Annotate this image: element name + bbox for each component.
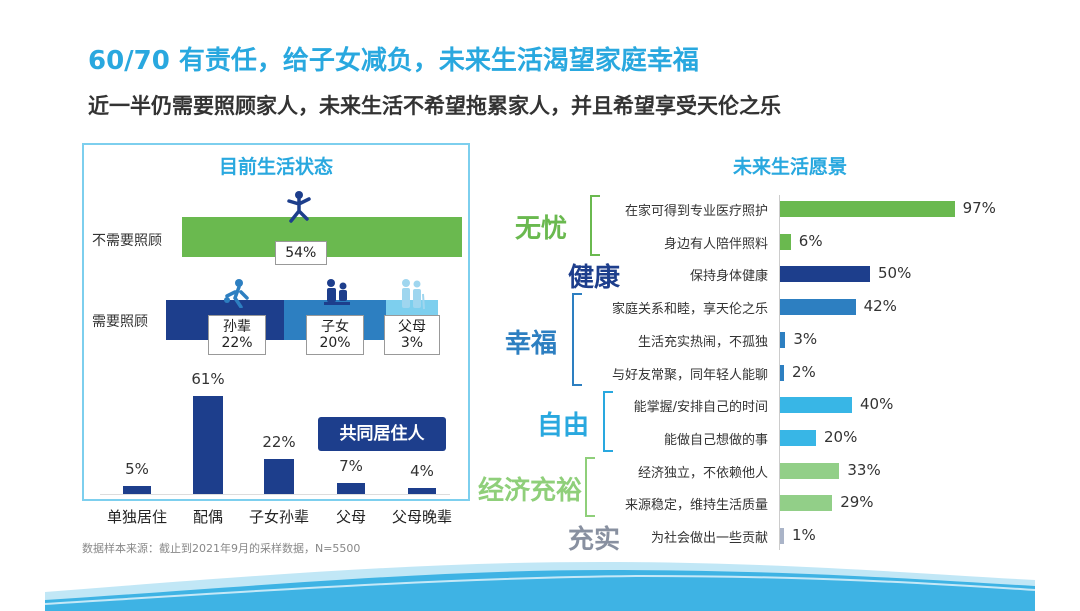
cohabitant-category-label: 单独居住 [106,508,167,526]
status-segment-label: 父母 3% [384,315,440,355]
vision-axis-line [779,195,780,550]
cohabitant-bar [193,396,223,494]
vision-category-label: 与好友常聚，同年轻人能聊 [611,367,768,383]
vision-value-label: 6% [798,231,823,250]
segment-value: 22% [221,335,253,351]
segment-name: 子女 [321,319,349,335]
vision-bar [780,331,786,348]
current-status-heading: 目前生活状态 [218,156,333,178]
vision-group-label: 无忧 [515,214,568,245]
vision-value-label: 97% [962,199,996,217]
vision-bar [780,528,784,544]
vision-value-label: 3% [793,329,818,348]
cohabitant-value-label: 22% [262,432,296,451]
vision-bar [780,266,870,283]
page-title: 60/70 有责任，给子女减负，未来生活渴望家庭幸福 [88,46,699,76]
vision-category-label: 身边有人陪伴照料 [663,236,768,252]
vision-value-label: 29% [840,493,874,512]
vision-value-label: 20% [824,427,858,446]
status-segment-label: 孙辈 22% [208,315,266,355]
data-source-note: 数据样本来源：截止到2021年9月的采样数据，N=5500 [82,542,361,555]
vision-group-bracket [572,293,582,387]
cohabitant-bar [264,458,294,494]
vision-value-label: 2% [792,362,816,381]
vision-bar [780,299,856,316]
cohabitant-category-label: 父母 [335,508,366,526]
vision-category-label: 来源稳定，维持生活质量 [624,498,768,514]
vision-bar [780,397,852,414]
vision-bar [780,364,784,381]
cohabitant-value-label: 61% [191,370,225,388]
grandchild-care-icon [221,278,253,312]
vision-value-label: 1% [792,526,816,544]
cohabitant-bar [123,485,151,494]
segment-name: 孙辈 [223,319,251,335]
vision-category-label: 家庭关系和睦，享天伦之乐 [611,302,768,318]
status-row-label: 需要照顾 [92,314,148,330]
cohabitant-title: 共同居住人 [318,417,446,451]
cohabitant-value-label: 4% [410,461,434,480]
vision-group-bracket [603,391,613,452]
vision-category-label: 保持身体健康 [689,269,768,285]
current-status-panel [82,143,470,501]
vision-group-bracket [590,195,600,256]
vision-group-label: 经济充裕 [478,475,583,506]
vision-value-label: 33% [847,460,881,479]
vision-bar [780,429,816,446]
vision-bar [780,233,791,250]
cohabitant-category-label: 子女孙辈 [248,508,309,526]
segment-value: 20% [319,335,351,351]
vision-category-label: 生活充实热闹，不孤独 [637,334,768,350]
vision-bar [780,462,840,479]
vision-value-label: 50% [878,264,912,283]
cohabitant-value-label: 7% [339,456,363,475]
cohabitant-value-label: 5% [125,459,149,478]
vision-group-label: 幸福 [505,328,558,359]
status-value-label: 54% [274,241,327,265]
vision-group-label: 自由 [537,410,590,441]
cohabitant-bar [337,482,365,494]
vision-group-label: 健康 [568,263,621,294]
cohabitant-category-label: 配偶 [192,508,223,526]
status-row-label: 不需要照顾 [92,233,162,249]
cohabitant-bar [408,487,436,494]
vision-category-label: 在家可得到专业医疗照护 [624,204,768,219]
parents-care-icon [396,278,426,314]
future-vision-heading: 未来生活愿景 [732,156,847,178]
vision-value-label: 42% [863,297,897,316]
page-subtitle: 近一半仍需要照顾家人，未来生活不希望拖累家人，并且希望享受天伦之乐 [88,94,781,118]
segment-value: 3% [400,335,424,351]
segment-name: 父母 [398,319,426,335]
decorative-wave [44,562,1036,611]
vision-bar [780,201,955,217]
status-segment-label: 子女 20% [306,315,364,355]
vision-group-bracket [585,456,595,518]
vision-category-label: 能做自己想做的事 [663,432,768,448]
vision-value-label: 40% [860,395,894,414]
vision-group-label: 充实 [568,525,621,555]
vision-category-label: 能掌握/安排自己的时间 [633,400,768,416]
children-care-icon [319,278,353,314]
vision-bar [780,495,833,512]
vision-category-label: 经济独立，不依赖他人 [637,465,768,481]
person-jumping-icon [285,191,313,229]
cohabitant-category-label: 父母晚辈 [391,508,452,526]
vision-category-label: 为社会做出一些贡献 [650,531,768,546]
cohabitant-baseline [100,494,450,495]
